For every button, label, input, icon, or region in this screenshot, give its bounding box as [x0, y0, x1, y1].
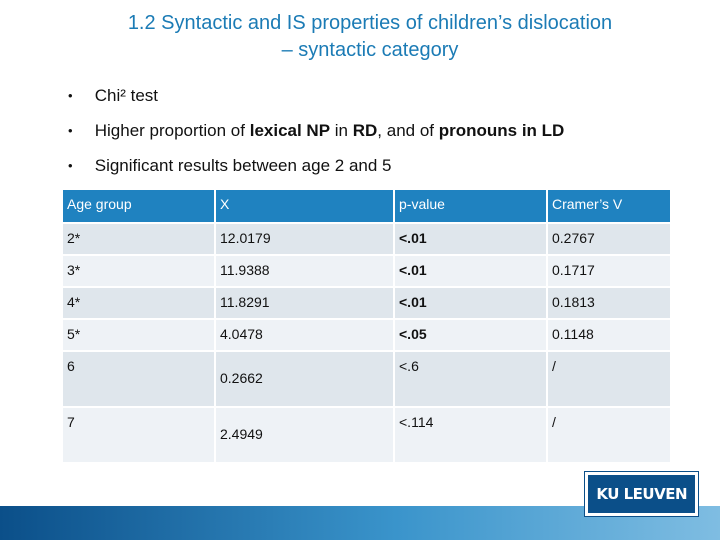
header-cramers-v: Cramer’s V: [548, 190, 670, 222]
bullet-item: • Higher proportion of lexical NP in RD,…: [68, 119, 564, 154]
bullet-list: • Chi² test • Higher proportion of lexic…: [68, 84, 564, 189]
table-row: 7 2.4949 <.114 /: [63, 408, 670, 462]
ku-leuven-logo: KU LEUVEN: [585, 472, 698, 516]
table-header-row: Age group X p-value Cramer’s V: [63, 190, 670, 222]
bullet-text-part: , and of: [377, 121, 439, 140]
bullet-marker: •: [68, 158, 73, 173]
cell-v: 0.1813: [548, 288, 670, 318]
cell-x: 11.9388: [216, 256, 393, 286]
table-row: 2* 12.0179 <.01 0.2767: [63, 224, 670, 254]
header-x: X: [216, 190, 393, 222]
cell-x: 11.8291: [216, 288, 393, 318]
cell-age: 7: [63, 408, 214, 462]
cell-x: 12.0179: [216, 224, 393, 254]
cell-p: <.6: [395, 352, 546, 406]
cell-x: 2.4949: [216, 408, 393, 462]
cell-age: 6: [63, 352, 214, 406]
bullet-text: Significant results between age 2 and 5: [94, 156, 392, 175]
bullet-item: • Chi² test: [68, 84, 564, 119]
table-row: 6 0.2662 <.6 /: [63, 352, 670, 406]
bullet-text-bold: pronouns in LD: [438, 121, 565, 140]
cell-p: <.05: [395, 320, 546, 350]
bullet-text-bold: lexical NP: [249, 121, 331, 140]
cell-x-value: 0.2662: [220, 370, 263, 386]
bullet-text: Chi² test: [94, 86, 159, 105]
cell-v: 0.1148: [548, 320, 670, 350]
bullet-marker: •: [68, 123, 73, 138]
table-row: 3* 11.9388 <.01 0.1717: [63, 256, 670, 286]
bullet-text-part: in: [330, 121, 353, 140]
table-row: 4* 11.8291 <.01 0.1813: [63, 288, 670, 318]
cell-x: 0.2662: [216, 352, 393, 406]
cell-age: 2*: [63, 224, 214, 254]
bullet-item: • Significant results between age 2 and …: [68, 154, 564, 189]
slide-title-line2: – syntactic category: [281, 39, 459, 61]
cell-v: /: [548, 352, 670, 406]
cell-age: 4*: [63, 288, 214, 318]
header-p-value: p-value: [395, 190, 546, 222]
bullet-marker: •: [68, 88, 73, 103]
cell-age: 3*: [63, 256, 214, 286]
slide-title-line1: 1.2 Syntactic and IS properties of child…: [127, 12, 613, 34]
bullet-text-bold: RD: [352, 121, 378, 140]
cell-v: 0.1717: [548, 256, 670, 286]
cell-x: 4.0478: [216, 320, 393, 350]
header-age-group: Age group: [63, 190, 214, 222]
slide-title: 1.2 Syntactic and IS properties of child…: [60, 10, 680, 64]
cell-v: 0.2767: [548, 224, 670, 254]
cell-age: 5*: [63, 320, 214, 350]
cell-p: <.01: [395, 256, 546, 286]
bullet-text-part: Higher proportion of: [94, 121, 250, 140]
cell-v: /: [548, 408, 670, 462]
cell-p: <.114: [395, 408, 546, 462]
table-row: 5* 4.0478 <.05 0.1148: [63, 320, 670, 350]
cell-p: <.01: [395, 288, 546, 318]
results-table: Age group X p-value Cramer’s V 2* 12.017…: [61, 188, 672, 464]
cell-p: <.01: [395, 224, 546, 254]
cell-x-value: 2.4949: [220, 426, 263, 442]
